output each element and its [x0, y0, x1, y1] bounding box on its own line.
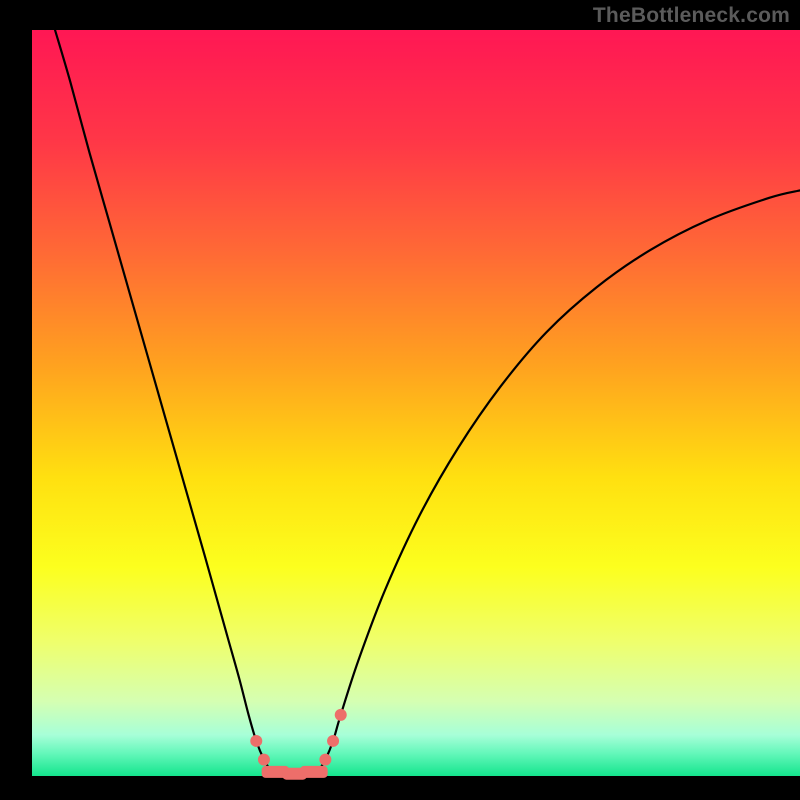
- marker-circle: [258, 754, 270, 766]
- marker-rect: [300, 766, 328, 778]
- outer-frame: TheBottleneck.com: [0, 0, 800, 800]
- plot-background: [32, 30, 800, 776]
- marker-circle: [335, 709, 347, 721]
- marker-circle: [319, 754, 331, 766]
- marker-circle: [250, 735, 262, 747]
- watermark-text: TheBottleneck.com: [593, 4, 790, 28]
- marker-circle: [327, 735, 339, 747]
- plot-svg: [0, 0, 800, 800]
